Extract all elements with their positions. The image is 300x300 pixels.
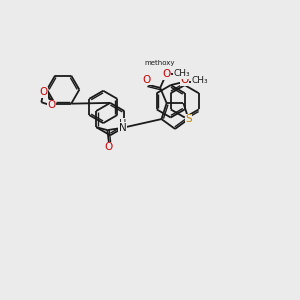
Text: O: O [143, 75, 151, 85]
Text: S: S [185, 114, 192, 124]
Text: CH₃: CH₃ [191, 76, 208, 85]
Text: H: H [119, 119, 126, 129]
Text: N: N [119, 123, 127, 133]
Text: N: N [118, 122, 126, 132]
Text: O: O [105, 142, 113, 152]
Text: O: O [47, 100, 55, 110]
Text: CH₃: CH₃ [173, 70, 190, 79]
Text: O: O [39, 87, 48, 97]
Text: O: O [163, 69, 171, 79]
Text: O: O [180, 75, 188, 85]
Text: methoxy: methoxy [144, 60, 175, 66]
